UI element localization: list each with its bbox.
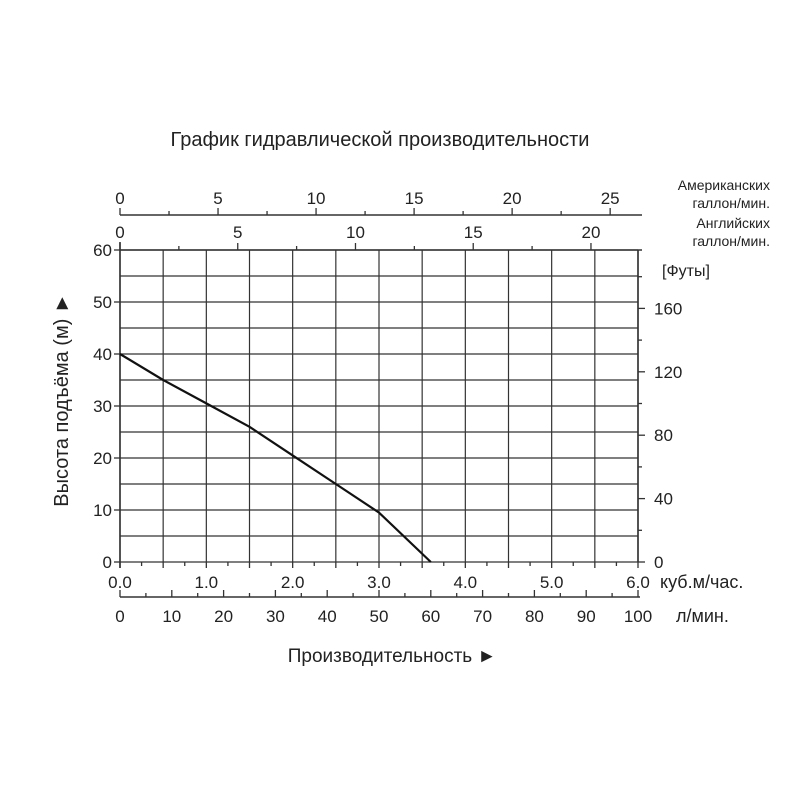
- feet-tick-label: 160: [654, 299, 682, 318]
- us-gal-unit-label-2: галлон/мин.: [692, 195, 770, 211]
- x-unit-label: куб.м/час.: [660, 572, 743, 592]
- lpm-tick-label: 60: [421, 607, 440, 626]
- lpm-tick-label: 50: [370, 607, 389, 626]
- x-tick-label: 0.0: [108, 573, 132, 592]
- us-gal-tick-label: 5: [213, 189, 222, 208]
- x-tick-label: 2.0: [281, 573, 305, 592]
- lpm-tick-label: 90: [577, 607, 596, 626]
- us-gal-tick-label: 0: [115, 189, 124, 208]
- x-tick-label: 4.0: [454, 573, 478, 592]
- feet-tick-label: 40: [654, 490, 673, 509]
- x-axis-label: Производительность ►: [288, 646, 497, 667]
- lpm-tick-label: 20: [214, 607, 233, 626]
- x-tick-label: 5.0: [540, 573, 564, 592]
- lpm-tick-label: 0: [115, 607, 124, 626]
- lpm-tick-label: 100: [624, 607, 652, 626]
- feet-tick-label: 0: [654, 553, 663, 572]
- y-tick-label: 60: [93, 241, 112, 260]
- imp-gal-unit-label-2: галлон/мин.: [692, 233, 770, 249]
- lpm-unit-label: л/мин.: [676, 606, 729, 626]
- lpm-tick-label: 30: [266, 607, 285, 626]
- us-gal-tick-label: 15: [405, 189, 424, 208]
- x-tick-label: 3.0: [367, 573, 391, 592]
- feet-tick-label: 80: [654, 426, 673, 445]
- imp-gal-tick-label: 20: [582, 223, 601, 242]
- y-axis-label: Высота подъёма (м) ►: [51, 293, 73, 506]
- y-tick-label: 20: [93, 449, 112, 468]
- feet-tick-label: 120: [654, 363, 682, 382]
- y-tick-label: 50: [93, 293, 112, 312]
- x-tick-label: 1.0: [195, 573, 219, 592]
- chart-title: График гидравлической производительности: [171, 129, 590, 151]
- us-gal-tick-label: 25: [601, 189, 620, 208]
- y-tick-label: 40: [93, 345, 112, 364]
- us-gal-tick-label: 20: [503, 189, 522, 208]
- lpm-tick-label: 70: [473, 607, 492, 626]
- imp-gal-unit-label-1: Английских: [696, 215, 770, 231]
- us-gal-unit-label-1: Американских: [678, 177, 770, 193]
- y-tick-label: 0: [103, 553, 112, 572]
- lpm-tick-label: 80: [525, 607, 544, 626]
- imp-gal-tick-label: 15: [464, 223, 483, 242]
- imp-gal-tick-label: 0: [115, 223, 124, 242]
- lpm-tick-label: 10: [162, 607, 181, 626]
- x-tick-label: 6.0: [626, 573, 650, 592]
- us-gal-tick-label: 10: [307, 189, 326, 208]
- performance-curve: [119, 353, 432, 563]
- imp-gal-tick-label: 10: [346, 223, 365, 242]
- imp-gal-tick-label: 5: [233, 223, 242, 242]
- y-tick-label: 30: [93, 397, 112, 416]
- y-tick-label: 10: [93, 501, 112, 520]
- lpm-tick-label: 40: [318, 607, 337, 626]
- feet-unit-label: [Футы]: [662, 263, 710, 280]
